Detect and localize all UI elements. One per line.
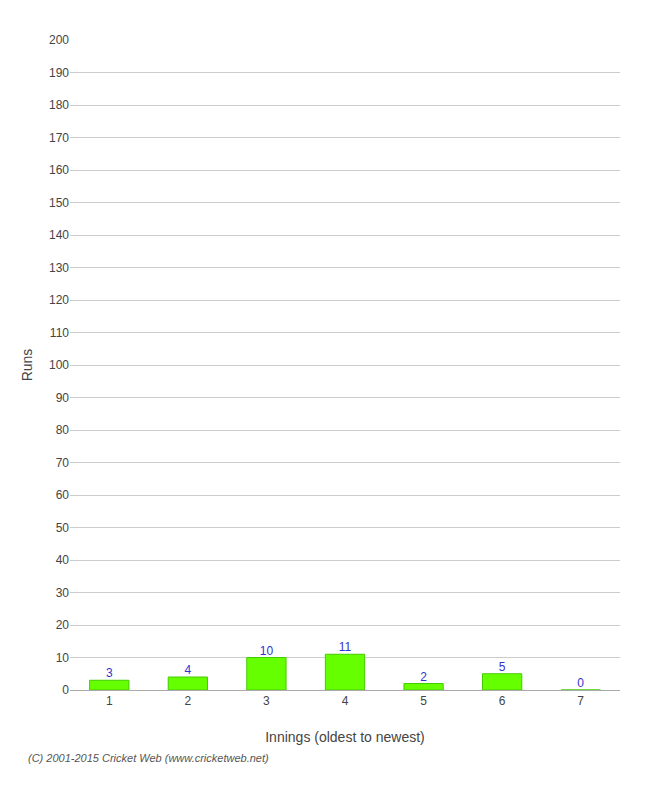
svg-text:0: 0 (62, 683, 69, 697)
svg-text:200: 200 (49, 33, 69, 47)
svg-text:190: 190 (49, 66, 69, 80)
svg-text:150: 150 (49, 196, 69, 210)
svg-text:10: 10 (56, 651, 70, 665)
svg-text:5: 5 (499, 660, 506, 674)
svg-text:2: 2 (420, 670, 427, 684)
svg-text:30: 30 (56, 586, 70, 600)
svg-text:11: 11 (339, 640, 352, 654)
svg-text:4: 4 (342, 694, 349, 708)
svg-text:4: 4 (185, 663, 192, 677)
svg-text:50: 50 (56, 521, 70, 535)
svg-text:80: 80 (56, 423, 70, 437)
svg-text:20: 20 (56, 618, 70, 632)
svg-text:40: 40 (56, 553, 70, 567)
svg-text:Runs: Runs (19, 349, 35, 382)
svg-text:110: 110 (50, 326, 69, 340)
svg-text:3: 3 (106, 666, 113, 680)
svg-text:170: 170 (49, 131, 69, 145)
svg-text:10: 10 (260, 644, 274, 658)
svg-text:90: 90 (56, 391, 70, 405)
svg-text:140: 140 (49, 228, 69, 242)
svg-text:70: 70 (56, 456, 70, 470)
svg-text:160: 160 (49, 163, 69, 177)
svg-text:7: 7 (577, 694, 584, 708)
svg-text:120: 120 (49, 293, 69, 307)
svg-text:5: 5 (420, 694, 427, 708)
svg-text:130: 130 (49, 261, 69, 275)
svg-text:3: 3 (263, 694, 270, 708)
svg-text:(C) 2001-2015 Cricket Web (www: (C) 2001-2015 Cricket Web (www.cricketwe… (28, 752, 269, 764)
svg-text:100: 100 (49, 358, 69, 372)
svg-text:0: 0 (577, 676, 584, 690)
svg-text:180: 180 (49, 98, 69, 112)
svg-text:2: 2 (185, 694, 192, 708)
svg-text:1: 1 (106, 694, 113, 708)
svg-text:6: 6 (499, 694, 506, 708)
svg-text:Innings (oldest to newest): Innings (oldest to newest) (265, 729, 425, 745)
svg-text:60: 60 (56, 488, 70, 502)
